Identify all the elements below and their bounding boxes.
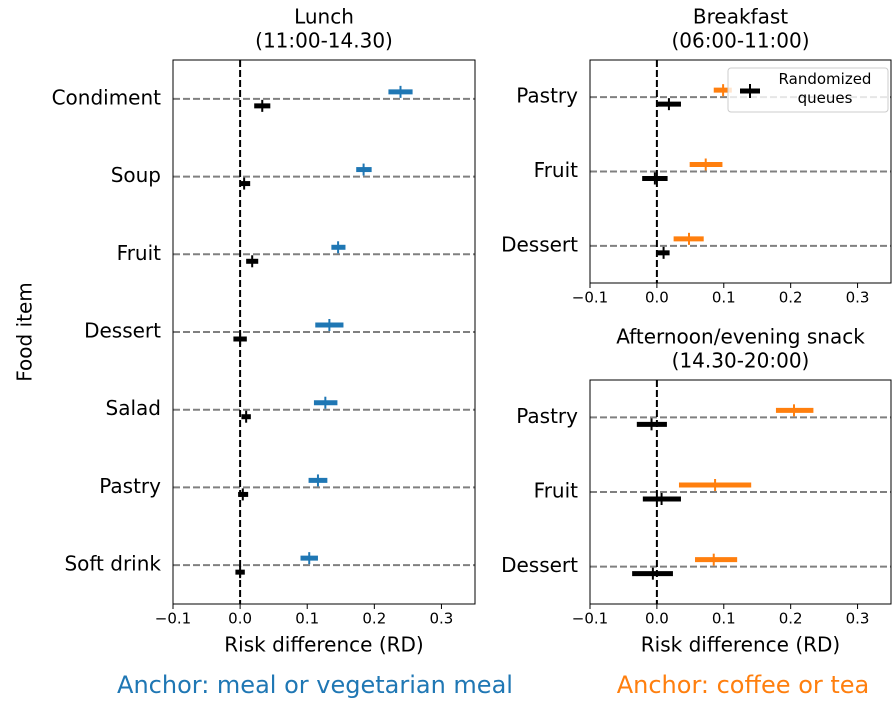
caption: Anchor: meal or vegetarian meal — [117, 671, 513, 699]
y-tick-label: Dessert — [501, 553, 578, 577]
y-tick-label: Pastry — [516, 404, 578, 428]
x-tick-label: 0.1 — [295, 610, 319, 628]
legend-text-box: Randomized queues — [778, 70, 872, 107]
y-tick-label: Condiment — [52, 85, 162, 109]
panel-title: (11:00-14.30) — [255, 29, 393, 53]
x-tick-label: −0.1 — [572, 289, 608, 307]
panel-title: Lunch — [294, 5, 354, 29]
panel-title: Afternoon/evening snack — [616, 325, 865, 349]
legend-label: Randomized queues — [778, 70, 872, 107]
x-axis-label: Risk difference (RD) — [224, 633, 423, 657]
x-tick-label: 0.1 — [712, 610, 736, 628]
x-tick-label: 0.2 — [779, 289, 803, 307]
y-tick-label: Fruit — [117, 241, 162, 265]
x-tick-label: 0.3 — [846, 610, 870, 628]
caption: Anchor: coffee or tea — [617, 671, 870, 699]
x-tick-label: 0.0 — [645, 610, 669, 628]
axes-frame — [589, 59, 892, 284]
x-tick-label: 0.0 — [645, 289, 669, 307]
x-tick-label: −0.1 — [572, 610, 608, 628]
y-tick-label: Soup — [111, 163, 161, 187]
y-tick-label: Dessert — [84, 319, 161, 343]
y-tick-label: Fruit — [534, 479, 579, 503]
legend-box — [727, 67, 889, 113]
x-tick-label: 0.2 — [779, 610, 803, 628]
panel-title: (14.30-20:00) — [672, 349, 810, 373]
y-tick-label: Fruit — [534, 158, 579, 182]
y-tick-label: Pastry — [99, 474, 161, 498]
panel-title: (06:00-11:00) — [671, 29, 809, 53]
x-tick-label: 0.3 — [846, 289, 870, 307]
axes-frame — [589, 379, 892, 605]
y-tick-label: Salad — [106, 396, 161, 420]
x-tick-label: 0.1 — [712, 289, 736, 307]
y-tick-label: Soft drink — [64, 552, 161, 576]
panel-title: Breakfast — [693, 5, 788, 29]
x-tick-label: −0.1 — [155, 610, 191, 628]
x-tick-label: 0.3 — [430, 610, 454, 628]
y-tick-label: Pastry — [516, 84, 578, 108]
y-tick-label: Dessert — [501, 232, 578, 256]
x-tick-label: 0.2 — [362, 610, 386, 628]
axes-frame — [172, 59, 476, 605]
x-tick-label: 0.0 — [228, 610, 252, 628]
x-axis-label: Risk difference (RD) — [641, 633, 840, 657]
y-axis-label: Food item — [13, 282, 37, 382]
